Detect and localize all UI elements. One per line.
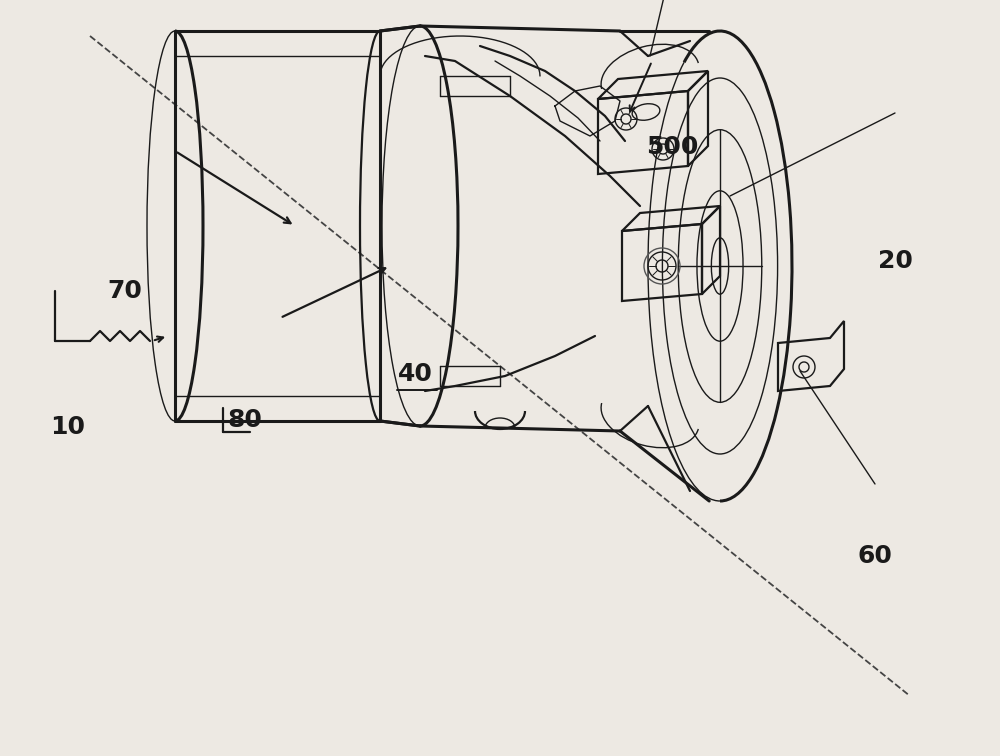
Text: 60: 60 (858, 544, 892, 568)
Text: 500: 500 (646, 135, 698, 160)
Text: 80: 80 (228, 407, 262, 432)
Text: 70: 70 (108, 279, 142, 303)
Text: 40: 40 (398, 362, 432, 386)
Text: 10: 10 (50, 415, 86, 439)
Text: 20: 20 (878, 249, 912, 273)
